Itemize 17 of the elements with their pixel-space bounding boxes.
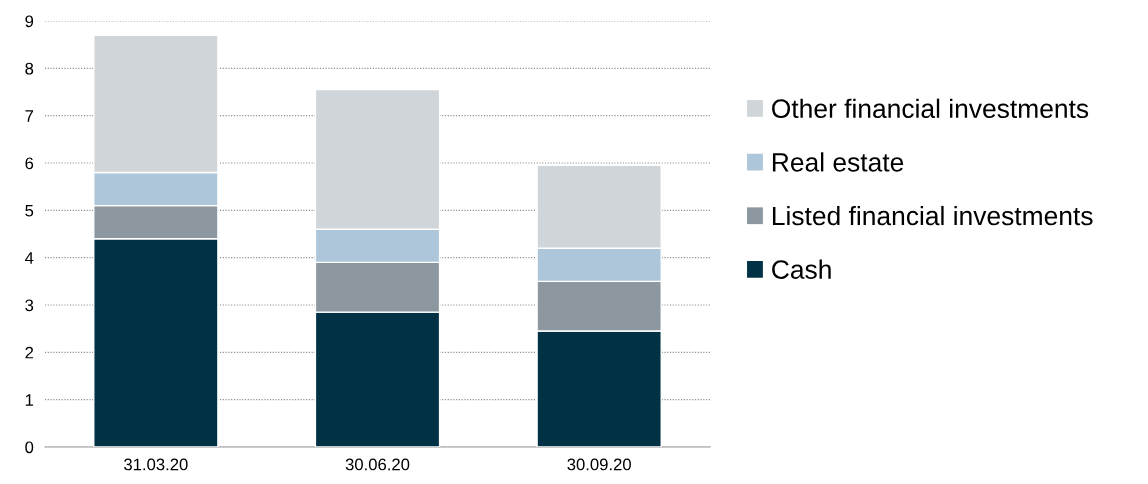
y-tick-label: 4 xyxy=(25,252,34,264)
legend-label: Other financial investments xyxy=(772,98,1089,119)
x-tick-label: 30.09.20 xyxy=(567,458,631,471)
y-tick-label: 6 xyxy=(25,157,34,170)
x-tick-label: 31.03.20 xyxy=(124,458,188,471)
y-tick-label: 5 xyxy=(25,204,34,217)
legend-label: Cash xyxy=(772,259,831,279)
legend-label: Listed financial investments xyxy=(772,205,1093,226)
x-tick-label: 30.06.20 xyxy=(345,458,410,471)
y-tick-label: 0 xyxy=(25,441,34,454)
y-tick-label: 3 xyxy=(25,299,34,312)
y-tick-label: 8 xyxy=(25,62,34,75)
y-tick-label: 9 xyxy=(25,15,34,28)
legend-label: Real estate xyxy=(772,152,904,172)
y-tick-label: 7 xyxy=(25,110,34,122)
y-tick-label: 1 xyxy=(25,394,34,406)
y-tick-label: 2 xyxy=(25,346,34,359)
